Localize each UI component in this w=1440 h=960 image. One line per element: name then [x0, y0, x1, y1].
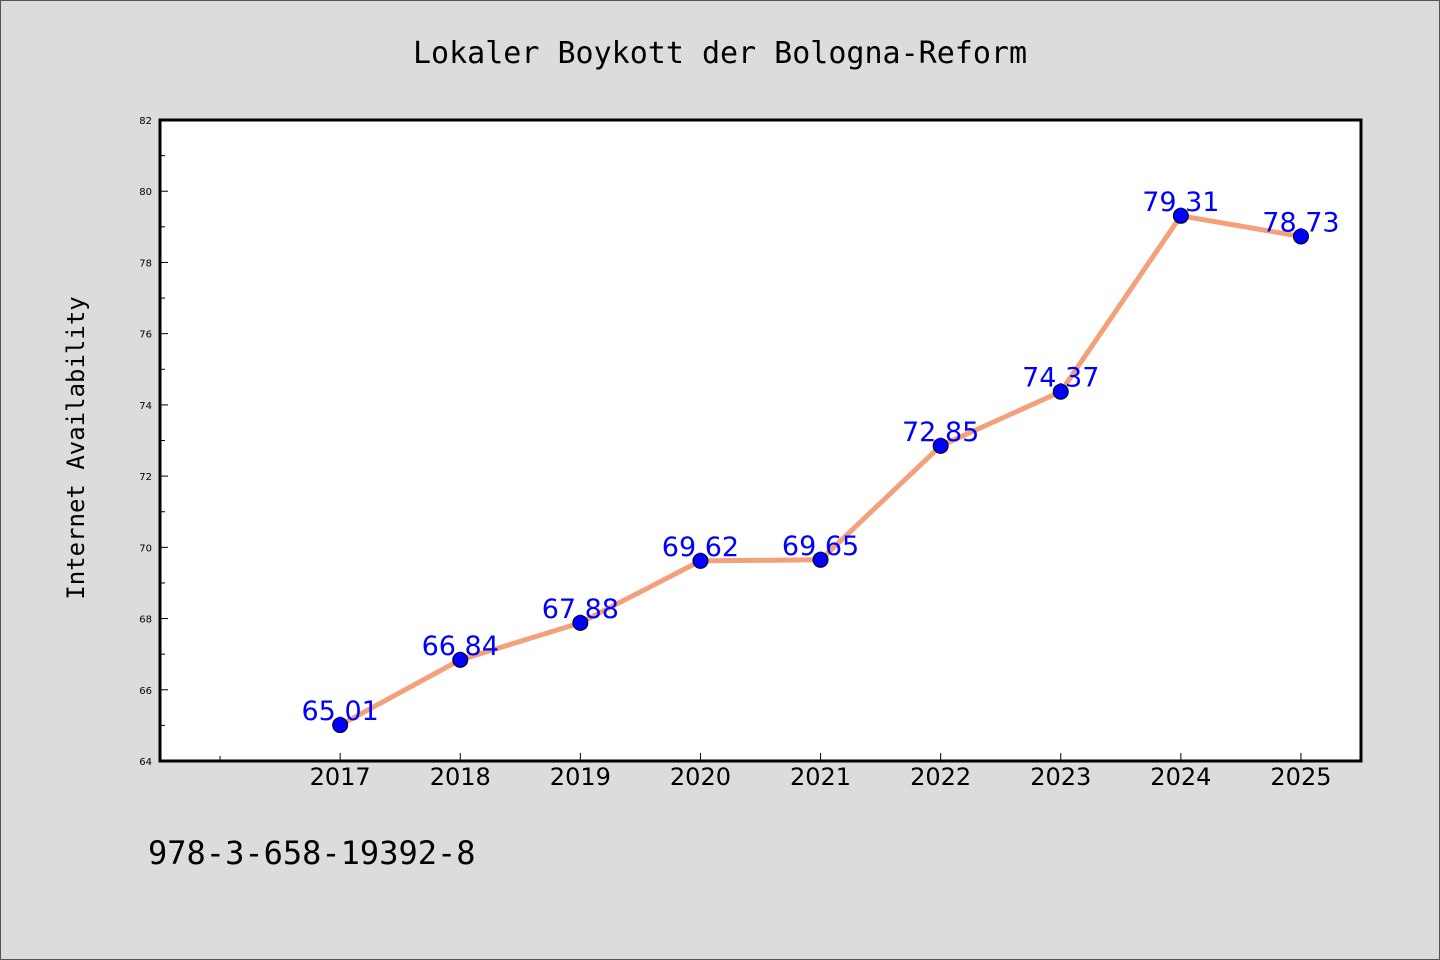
data-label: 67.88	[542, 594, 619, 625]
y-tick-label: 76	[139, 330, 152, 341]
data-label: 65.01	[302, 696, 379, 727]
data-label: 69.62	[662, 532, 739, 563]
y-tick-label: 78	[139, 258, 152, 269]
y-tick-label: 70	[139, 543, 152, 554]
chart-title: Lokaler Boykott der Bologna-Reform	[413, 36, 1027, 71]
x-tick-label: 2021	[790, 763, 851, 791]
data-labels: 65.01 66.84 67.88 69.62 69.65 72.85 74.37 79.31…	[302, 187, 1340, 727]
x-tick-label: 2017	[310, 763, 371, 791]
x-tick-label: 2018	[430, 763, 491, 791]
x-tick-label: 2022	[910, 763, 971, 791]
y-tick-label: 74	[139, 401, 152, 412]
y-axis-label: Internet Availability	[62, 296, 90, 599]
plot-area	[160, 120, 1361, 761]
plot-frame	[158, 118, 1363, 763]
series-layer	[332, 207, 1309, 734]
data-label: 66.84	[422, 631, 499, 662]
data-point	[572, 614, 589, 631]
x-tick-label: 2024	[1150, 763, 1211, 791]
x-tick-label: 2025	[1270, 763, 1331, 791]
data-point	[332, 717, 349, 734]
data-label: 79.31	[1142, 187, 1219, 218]
x-axis: 2017 2018 2019 2020 2021 2022 2023 2024 2025	[219, 753, 1331, 791]
y-tick-label: 72	[139, 472, 152, 483]
data-point	[932, 437, 949, 454]
data-label: 69.65	[782, 531, 859, 562]
x-tick-label: 2023	[1030, 763, 1091, 791]
data-point	[812, 551, 829, 568]
y-tick-label: 82	[139, 116, 152, 127]
data-point	[1172, 207, 1189, 224]
x-tick-label: 2019	[550, 763, 611, 791]
data-point	[1052, 383, 1069, 400]
data-point	[452, 651, 469, 668]
y-tick-label: 66	[139, 686, 152, 697]
y-tick-label: 64	[139, 757, 152, 768]
footer-isbn: 978-3-658-19392-8	[148, 834, 476, 872]
x-tick-label: 2020	[670, 763, 731, 791]
data-label: 72.85	[902, 417, 979, 448]
data-point	[1292, 228, 1309, 245]
data-point	[692, 552, 709, 569]
data-label: 74.37	[1022, 363, 1099, 394]
data-label: 78.73	[1262, 207, 1339, 238]
y-tick-label: 80	[139, 187, 152, 198]
y-tick-label: 68	[139, 615, 152, 626]
